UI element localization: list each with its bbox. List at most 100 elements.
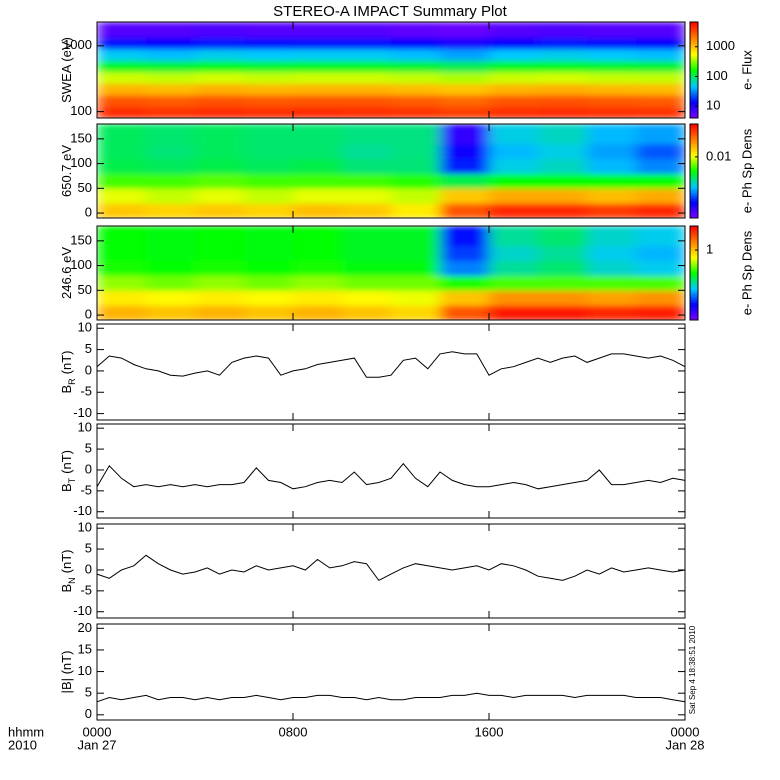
spectrogram-cell [440, 22, 490, 38]
y-label-main: B [59, 483, 74, 492]
colorbar-step [690, 141, 698, 145]
y-tick-label: 150 [70, 232, 92, 247]
spectrogram-cell [636, 37, 685, 50]
x-tick-label: 0000 [83, 724, 112, 739]
spectrogram-cell [587, 83, 637, 96]
spectrogram-cell [440, 305, 490, 320]
spectrogram-cell [146, 203, 196, 218]
spectrogram-cell [97, 94, 147, 107]
spectrogram-cell [587, 60, 637, 73]
y-label-unit: (nT) [59, 549, 74, 573]
y-axis-label: 246.6 eV [59, 247, 74, 299]
spectrogram-cell [97, 245, 147, 262]
colorbar-label: e- Flux [739, 50, 754, 90]
spectrogram-cell [538, 124, 588, 145]
spectrogram-cell [293, 143, 343, 160]
spectrogram-cell [440, 245, 490, 262]
colorbar-step [690, 44, 698, 47]
spectrogram-cell [342, 48, 392, 61]
colorbar-step [690, 52, 698, 55]
colorbar-step [690, 82, 698, 85]
colorbar-step [690, 38, 698, 41]
colorbar-step [690, 278, 698, 282]
spectrogram-cell [489, 37, 539, 50]
spectrogram-cell [244, 22, 294, 38]
colorbar-step [690, 66, 698, 69]
spectrogram-cell [636, 106, 685, 118]
spectrogram-cell [195, 143, 245, 160]
spectrogram-cell [146, 173, 196, 189]
spectrogram-cell [489, 226, 539, 247]
spectrogram-cell [195, 94, 245, 107]
colorbar-step [690, 174, 698, 178]
colorbar-step [690, 200, 698, 203]
spectrogram-cell [97, 37, 147, 50]
spectrogram-cell [146, 94, 196, 107]
y-axis-label: 650.7 eV [59, 145, 74, 197]
spectrogram-cell [244, 94, 294, 107]
spectrogram-cell [195, 158, 245, 174]
colorbar-step [690, 155, 698, 158]
y-label-unit: (nT) [59, 350, 74, 374]
spectrogram-cell [342, 275, 392, 291]
spectrogram-cell [440, 188, 490, 204]
colorbar-step [690, 98, 698, 101]
colorbar-step [690, 186, 698, 190]
colorbar-step [690, 233, 698, 237]
spectrogram-cell [195, 124, 245, 145]
spectrogram-cell [489, 275, 539, 291]
panel-frame [96, 21, 686, 119]
y-label-main: B [59, 385, 74, 394]
colorbar-step [690, 231, 698, 235]
spectrogram-cells [97, 22, 685, 118]
colorbar-step [690, 62, 698, 65]
spectrogram-cell [636, 305, 685, 320]
spectrogram-cell [195, 60, 245, 73]
colorbar-step [690, 304, 698, 307]
spectrogram-cell [97, 275, 147, 291]
colorbar-step [690, 226, 698, 229]
colorbar-step [690, 243, 698, 247]
spectrogram-cell [636, 203, 685, 218]
spectrogram-cell [244, 106, 294, 118]
colorbar-step [690, 202, 698, 205]
y-label-unit: (nT) [59, 450, 74, 474]
spectrogram-cell [244, 48, 294, 61]
colorbar-step [690, 108, 698, 111]
spectrogram-cell [587, 71, 637, 84]
spectrogram-cell [146, 124, 196, 145]
colorbar-step [690, 259, 698, 262]
spectrogram-cell [440, 173, 490, 189]
spectrogram-cell [293, 124, 343, 145]
colorbar-step [690, 96, 698, 99]
spectrogram-cell [97, 60, 147, 73]
colorbar-step [690, 216, 698, 219]
colorbar-tick-label: 0.01 [706, 148, 731, 163]
colorbar-step [690, 188, 698, 192]
spectrogram-cell [97, 260, 147, 276]
y-tick-label: 15 [78, 641, 92, 656]
spectrogram-cell [293, 94, 343, 107]
y-label-sub: T [67, 477, 77, 483]
spectrogram-cells [97, 124, 685, 218]
colorbar-step [690, 300, 698, 303]
spectrogram-cell [489, 260, 539, 276]
spectrogram-cell [97, 158, 147, 174]
spectrogram-cell [97, 226, 147, 247]
colorbar-step [690, 42, 698, 45]
y-label-main: SWEA (eV) [59, 37, 74, 103]
colorbar-step [690, 212, 698, 215]
spectrogram-cell [489, 106, 539, 118]
y-tick-label: 0 [85, 306, 92, 321]
spectrogram-cell [538, 143, 588, 160]
colorbar-step [690, 210, 698, 213]
colorbar-label: e- Ph Sp Dens [739, 230, 754, 315]
spectrogram-cell [587, 260, 637, 276]
spectrogram-cell [97, 290, 147, 306]
spectrogram-cell [538, 275, 588, 291]
spectrogram-cell [293, 158, 343, 174]
end-date: Jan 28 [665, 737, 704, 752]
start-date: Jan 27 [77, 737, 116, 752]
spectrogram-cell [293, 37, 343, 50]
year-label: 2010 [8, 737, 37, 752]
